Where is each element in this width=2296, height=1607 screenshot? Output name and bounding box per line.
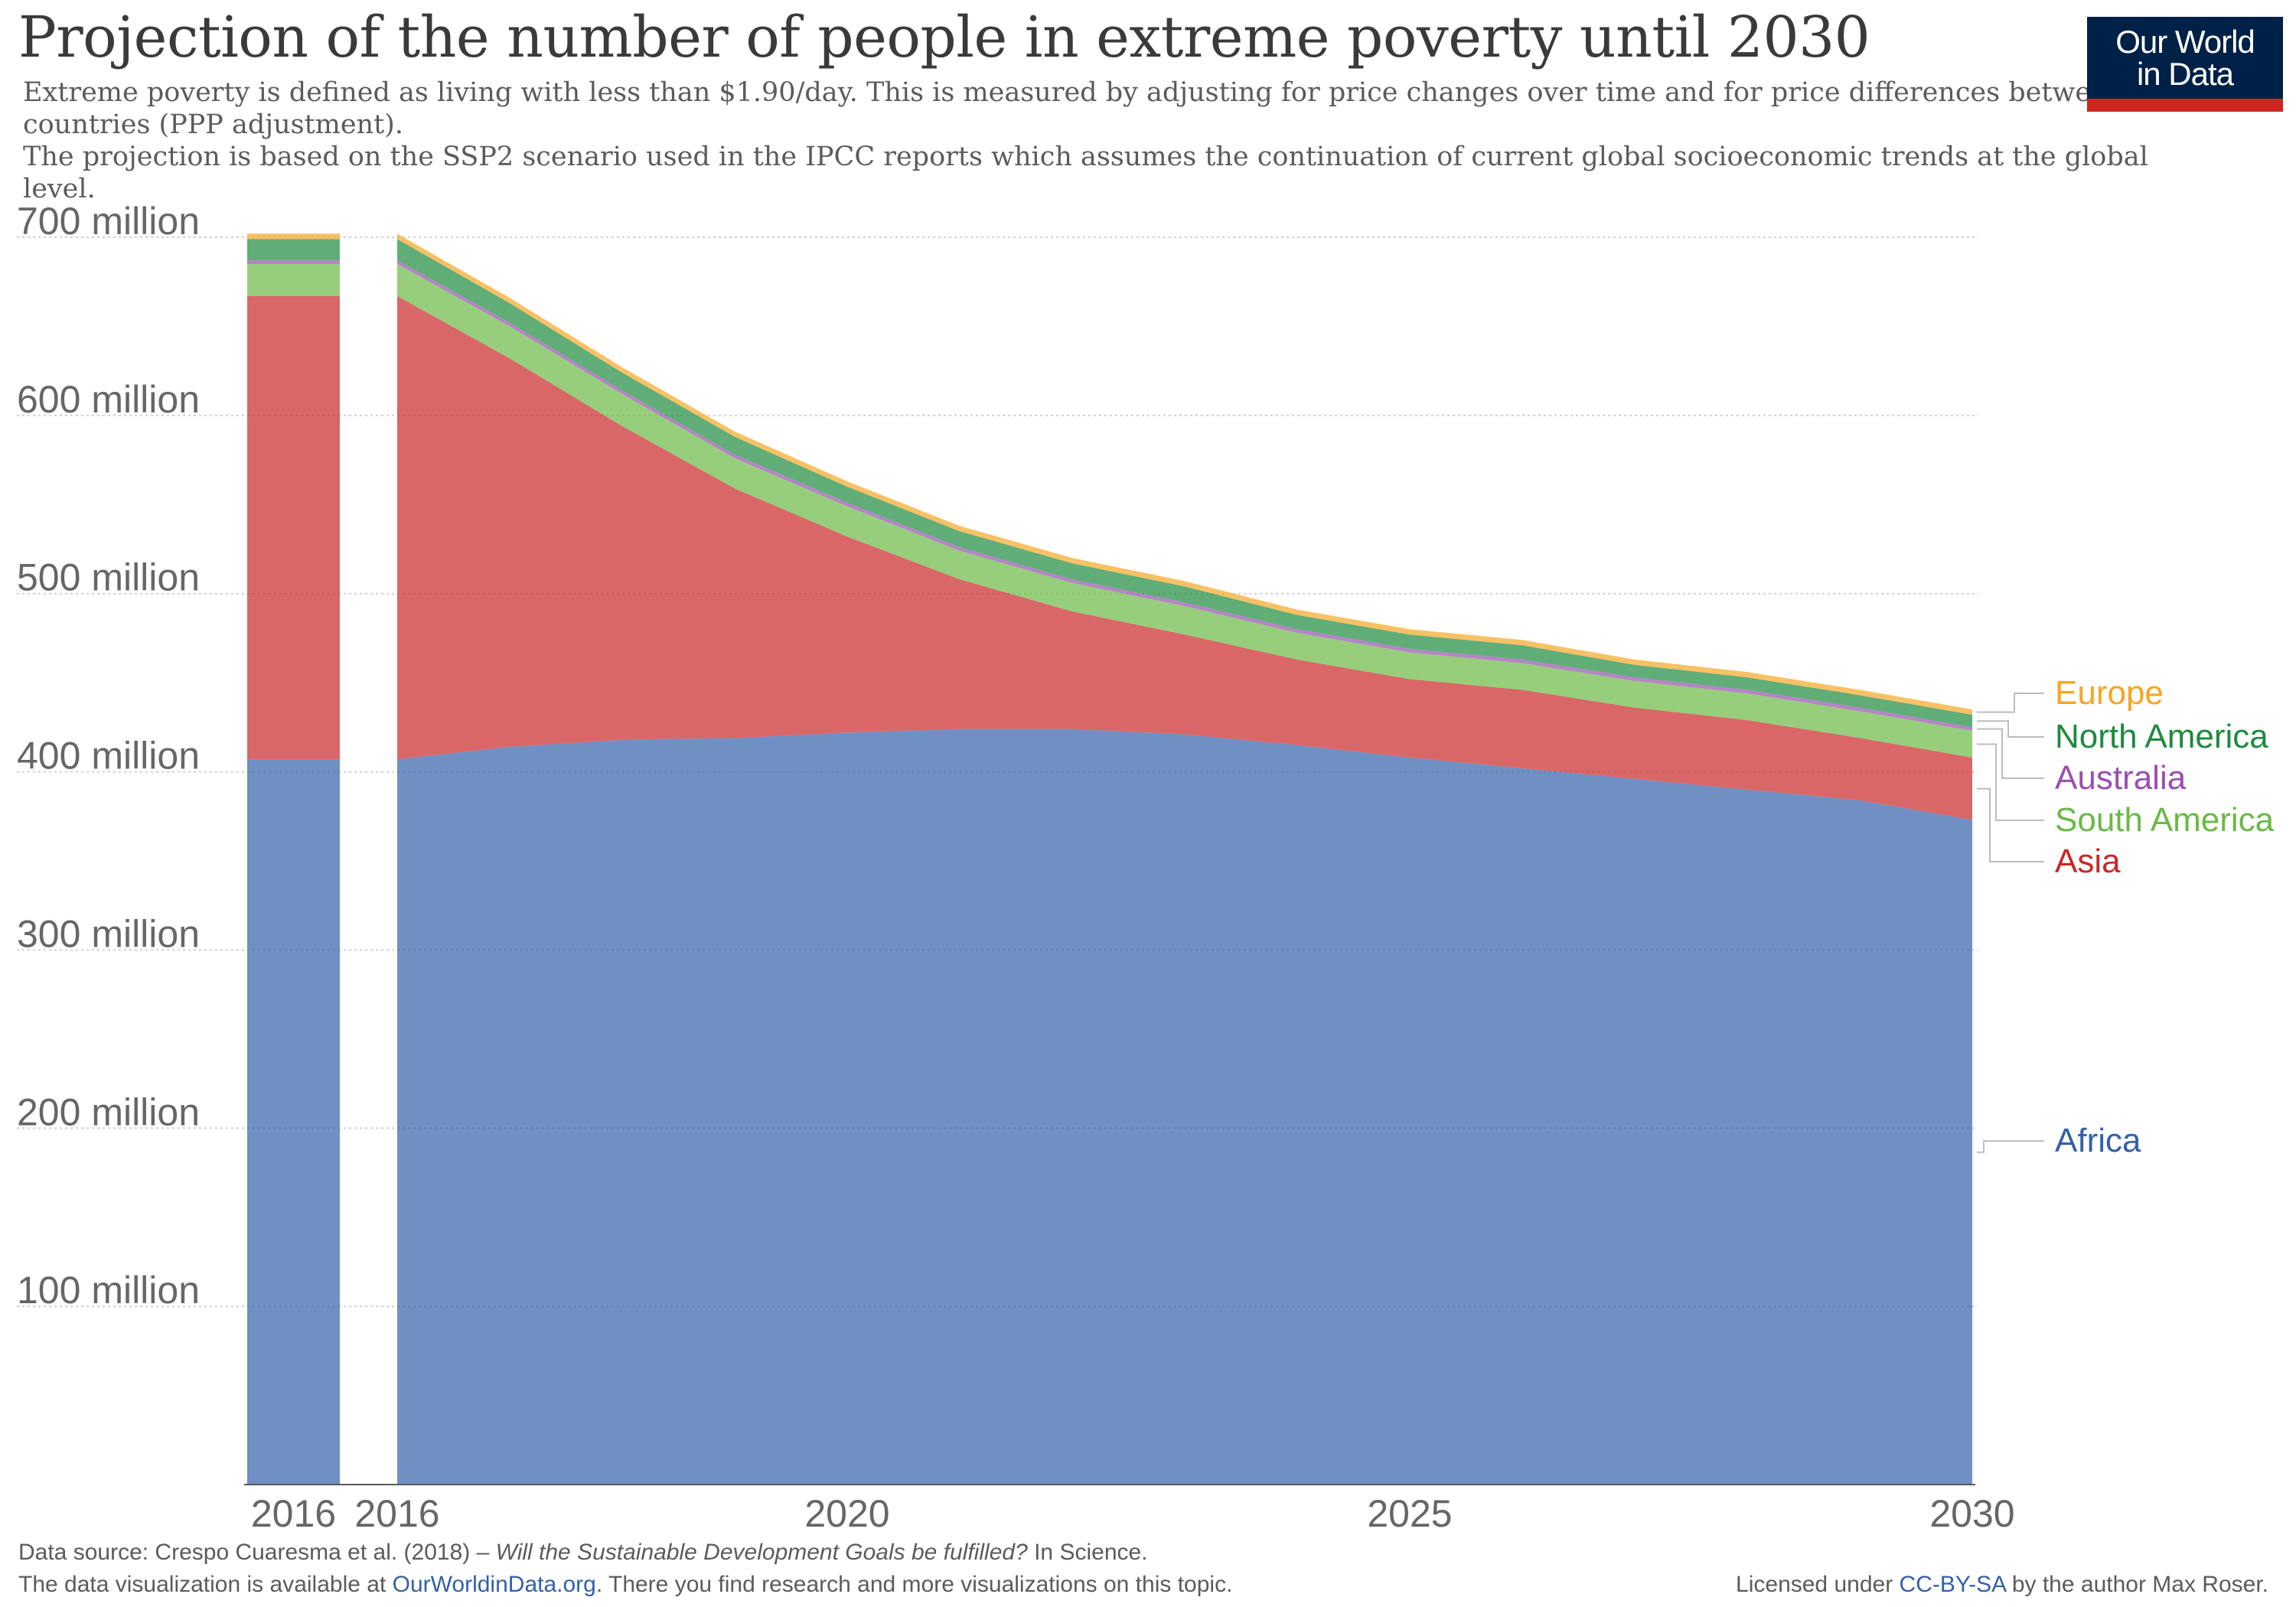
area-africa xyxy=(397,729,1972,1485)
avail-prefix: The data visualization is available at xyxy=(18,1572,393,1597)
snapshot-bar-europe xyxy=(247,233,340,240)
logo-line-2: in Data xyxy=(2136,56,2234,92)
avail-suffix: . There you find research and more visua… xyxy=(595,1572,1233,1597)
license-link[interactable]: CC-BY-SA xyxy=(1899,1572,2006,1597)
license-suffix: by the author Max Roser. xyxy=(2005,1572,2268,1597)
y-tick-label: 600 million xyxy=(17,378,200,421)
x-tick-label-start: 2016 xyxy=(354,1492,439,1535)
y-tick-label: 400 million xyxy=(17,735,200,777)
series-label-south-america: South America xyxy=(2055,801,2275,839)
x-tick-label-snapshot: 2016 xyxy=(251,1492,336,1535)
y-tick-label: 300 million xyxy=(17,912,200,955)
subtitle-line-1: Extreme poverty is defined as living wit… xyxy=(23,77,2125,140)
logo-accent-bar xyxy=(2087,99,2283,112)
leader-line xyxy=(1977,1140,2044,1153)
license-prefix: Licensed under xyxy=(1736,1572,1900,1597)
owid-logo[interactable]: Our World in Data xyxy=(2087,17,2283,112)
area-asia xyxy=(397,295,1972,820)
source-suffix: In Science. xyxy=(1027,1540,1148,1565)
series-label-europe: Europe xyxy=(2055,674,2164,712)
subtitle-line-2: The projection is based on the SSP2 scen… xyxy=(23,142,2148,204)
snapshot-bar-asia xyxy=(247,295,340,760)
snapshot-bar-south-america xyxy=(247,263,340,296)
y-tick-label: 500 million xyxy=(17,556,200,599)
source-prefix: Data source: Crespo Cuaresma et al. (201… xyxy=(18,1540,496,1565)
snapshot-bar-australia xyxy=(247,260,340,264)
y-tick-label: 700 million xyxy=(17,200,200,243)
leader-line xyxy=(1977,693,2044,713)
series-label-australia: Australia xyxy=(2055,759,2187,797)
x-tick-label: 2020 xyxy=(804,1492,889,1535)
snapshot-bar-africa xyxy=(247,759,340,1485)
y-tick-label: 100 million xyxy=(17,1269,200,1312)
series-label-north-america: North America xyxy=(2055,718,2268,755)
chart-title: Projection of the number of people in ex… xyxy=(18,5,1870,70)
source-title: Will the Sustainable Development Goals b… xyxy=(495,1540,1028,1565)
footer-source: Data source: Crespo Cuaresma et al. (201… xyxy=(18,1540,1148,1566)
footer-license: Licensed under CC-BY-SA by the author Ma… xyxy=(1736,1572,2268,1598)
series-label-asia: Asia xyxy=(2055,843,2121,880)
leader-line xyxy=(1977,743,2044,821)
footer-availability: The data visualization is available at O… xyxy=(18,1572,1232,1598)
logo-line-1: Our World xyxy=(2115,24,2255,60)
leader-line xyxy=(1977,787,2044,862)
leader-line xyxy=(1977,720,2044,738)
x-tick-label: 2030 xyxy=(1929,1492,2014,1535)
owid-link[interactable]: OurWorldinData.org xyxy=(392,1572,596,1597)
leader-line xyxy=(1977,728,2044,779)
x-tick-label: 2025 xyxy=(1367,1492,1452,1535)
area-south-america xyxy=(397,263,1972,758)
chart-subtitle: Extreme poverty is defined as living wit… xyxy=(23,77,2212,205)
snapshot-bar-north-america xyxy=(247,239,340,261)
y-tick-label: 200 million xyxy=(17,1090,200,1133)
series-label-africa: Africa xyxy=(2055,1122,2141,1159)
